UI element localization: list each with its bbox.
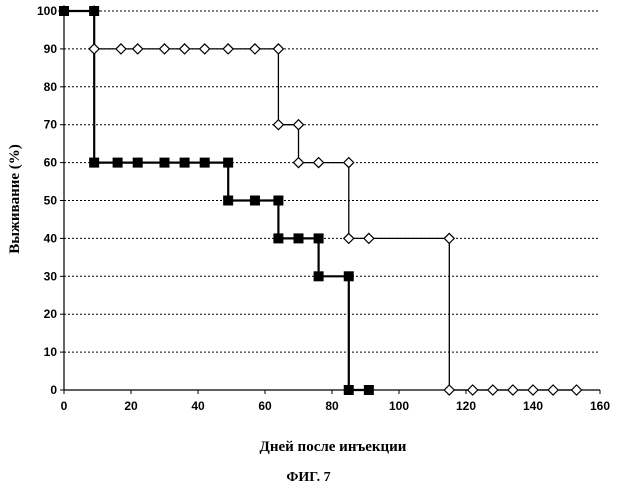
data-point-square — [90, 158, 99, 167]
x-tick-label: 60 — [258, 399, 272, 413]
x-tick-label: 160 — [590, 399, 610, 413]
y-tick-label: 40 — [44, 231, 58, 245]
data-point-diamond — [344, 158, 354, 168]
data-point-square — [180, 158, 189, 167]
data-point-square — [200, 158, 209, 167]
x-tick-label: 100 — [389, 399, 409, 413]
y-tick-label: 60 — [44, 156, 58, 170]
data-point-square — [274, 234, 283, 243]
data-point-diamond — [572, 385, 582, 395]
y-tick-label: 0 — [50, 383, 57, 397]
data-point-diamond — [294, 158, 304, 168]
x-tick-labels: 0 20 40 60 80 100 120 140 160 — [61, 399, 611, 413]
y-tick-label: 50 — [44, 194, 58, 208]
figure-caption: ФИГ. 7 — [0, 470, 617, 486]
axes — [60, 11, 600, 394]
x-tick-label: 20 — [124, 399, 138, 413]
data-point-square — [60, 7, 69, 16]
data-point-square — [113, 158, 122, 167]
data-point-diamond — [444, 233, 454, 243]
x-tick-label: 120 — [456, 399, 476, 413]
y-tick-labels: 0 10 20 30 40 50 60 70 80 90 100 — [37, 4, 57, 397]
y-tick-label: 70 — [44, 118, 58, 132]
data-point-square — [314, 272, 323, 281]
data-point-diamond — [488, 385, 498, 395]
data-point-diamond — [116, 44, 126, 54]
x-tick-label: 0 — [61, 399, 68, 413]
x-tick-label: 140 — [523, 399, 543, 413]
data-point-diamond — [444, 385, 454, 395]
data-point-square — [344, 386, 353, 395]
data-point-diamond — [200, 44, 210, 54]
data-point-square — [274, 196, 283, 205]
x-tick-label: 40 — [191, 399, 205, 413]
data-point-diamond — [223, 44, 233, 54]
data-point-square — [224, 158, 233, 167]
gridlines — [64, 11, 600, 352]
y-tick-label: 80 — [44, 80, 58, 94]
y-tick-label: 30 — [44, 269, 58, 283]
data-point-square — [344, 272, 353, 281]
data-point-diamond — [364, 233, 374, 243]
data-point-square — [364, 386, 373, 395]
data-point-diamond — [528, 385, 538, 395]
data-point-diamond — [273, 44, 283, 54]
data-point-square — [133, 158, 142, 167]
y-tick-label: 100 — [37, 4, 57, 18]
data-point-square — [90, 7, 99, 16]
data-point-square — [224, 196, 233, 205]
data-point-diamond — [160, 44, 170, 54]
y-tick-label: 10 — [44, 345, 58, 359]
data-point-diamond — [548, 385, 558, 395]
data-point-square — [250, 196, 259, 205]
data-point-diamond — [468, 385, 478, 395]
x-axis-label: Дней после инъекции — [260, 439, 407, 455]
data-point-diamond — [344, 233, 354, 243]
data-point-diamond — [273, 120, 283, 130]
data-point-diamond — [133, 44, 143, 54]
data-point-square — [294, 234, 303, 243]
data-point-diamond — [180, 44, 190, 54]
data-point-diamond — [314, 158, 324, 168]
y-tick-label: 20 — [44, 307, 58, 321]
data-point-diamond — [89, 44, 99, 54]
x-tick-label: 80 — [325, 399, 339, 413]
data-point-square — [314, 234, 323, 243]
data-point-diamond — [250, 44, 260, 54]
data-point-square — [160, 158, 169, 167]
y-axis-label: Выживание (%) — [7, 144, 23, 254]
data-point-diamond — [508, 385, 518, 395]
data-point-diamond — [294, 120, 304, 130]
y-tick-label: 90 — [44, 42, 58, 56]
